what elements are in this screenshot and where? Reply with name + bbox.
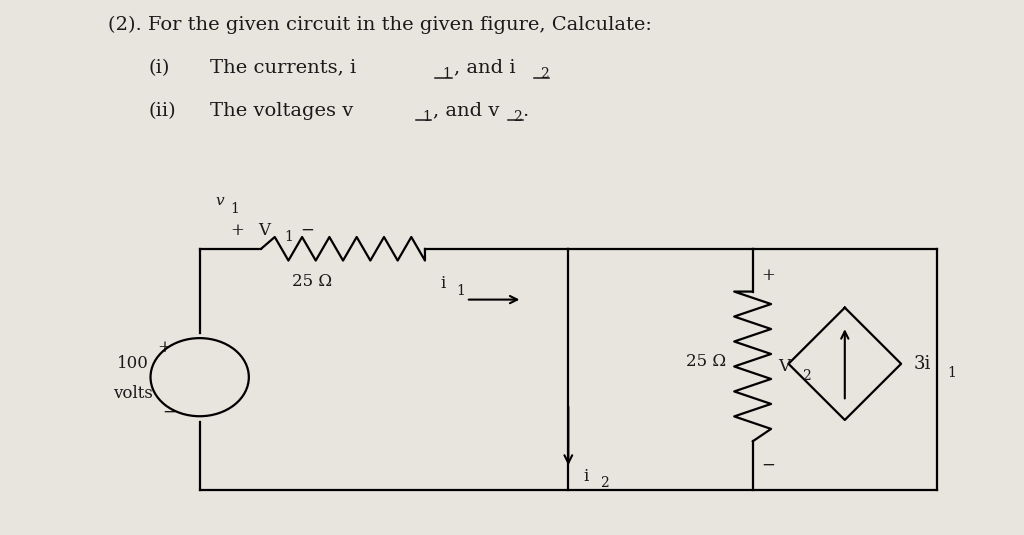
Text: (2). For the given circuit in the given figure, Calculate:: (2). For the given circuit in the given … (108, 16, 651, 34)
Text: (i): (i) (148, 59, 170, 77)
Text: The currents, i: The currents, i (210, 59, 356, 77)
Text: 1: 1 (422, 110, 431, 124)
Text: 2: 2 (513, 110, 522, 124)
Text: V: V (258, 221, 270, 239)
Text: v: v (215, 194, 223, 208)
Text: 2: 2 (802, 369, 811, 383)
Text: 100: 100 (117, 355, 150, 372)
Text: 1: 1 (230, 202, 240, 216)
Text: +: + (230, 221, 245, 239)
Text: .: . (522, 102, 528, 120)
Text: i: i (440, 275, 445, 292)
Text: The voltages v: The voltages v (210, 102, 353, 120)
Text: , and v: , and v (433, 102, 500, 120)
Text: 2: 2 (600, 476, 609, 490)
Text: −: − (300, 221, 314, 239)
Text: −: − (162, 403, 176, 421)
Text: −: − (761, 457, 775, 474)
Text: 3i: 3i (913, 355, 931, 373)
Text: +: + (157, 339, 171, 356)
Text: , and i: , and i (454, 59, 515, 77)
Text: V: V (778, 358, 791, 375)
Text: i: i (584, 468, 589, 485)
Text: 2: 2 (540, 67, 549, 81)
Text: +: + (761, 267, 775, 284)
Text: volts: volts (114, 385, 153, 402)
Text: 1: 1 (442, 67, 452, 81)
Text: (ii): (ii) (148, 102, 176, 120)
Text: 1: 1 (285, 230, 294, 244)
Text: 1: 1 (457, 284, 466, 297)
Text: 1: 1 (947, 366, 956, 380)
Text: 25 Ω: 25 Ω (292, 273, 333, 290)
Text: 25 Ω: 25 Ω (686, 353, 726, 370)
